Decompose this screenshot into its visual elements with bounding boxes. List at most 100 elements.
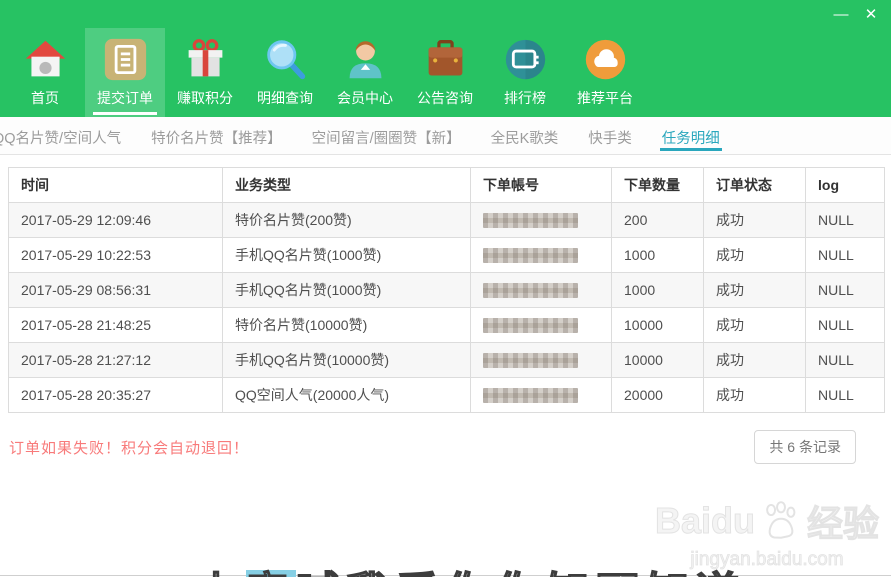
cell-quantity: 10000 [611,307,704,343]
content-area: 时间 业务类型 下单帳号 下单数量 订单状态 log 2017-05-29 12:09:4… [0,167,891,577]
tab-4[interactable]: 快手类 [588,131,632,147]
column-header: log [805,167,885,203]
table-row: 2017-05-28 20:35:27 QQ空间人气(20000人气) 20000 成… [8,377,885,413]
nav-item-cloud[interactable]: 推荐平台 [565,28,645,117]
table-row: 2017-05-29 12:09:46 特价名片赞(200赞) 200 成功 NULL [8,202,885,238]
cell-status: 成功 [703,377,806,413]
cell-type: 手机QQ名片赞(1000赞) [222,272,471,308]
nav-item-home[interactable]: 首页 [5,28,85,117]
tab-0[interactable]: QQ名片赞/空间人气 [0,131,122,147]
nav-item-label: 首页 [31,90,59,106]
nav-item-gift[interactable]: 赚取积分 [165,28,245,117]
divider-line [0,575,891,576]
cell-time: 2017-05-28 21:27:12 [8,342,223,378]
nav-item-label: 推荐平台 [577,90,633,106]
cell-quantity: 200 [611,202,704,238]
cell-quantity: 1000 [611,272,704,308]
cloud-icon [583,37,628,82]
cell-type: 特价名片赞(10000赞) [222,307,471,343]
gift-icon [183,37,228,82]
cell-log: NULL [805,272,885,308]
cell-time: 2017-05-29 12:09:46 [8,202,223,238]
table-body: 2017-05-29 12:09:46 特价名片赞(200赞) 200 成功 NULL 2… [8,202,885,413]
cell-status: 成功 [703,307,806,343]
watermark-brand: Baidu [654,500,755,542]
cell-log: NULL [805,307,885,343]
cell-account [470,342,612,378]
column-header: 业务类型 [222,167,471,203]
sub-nav: QQ名片赞/空间人气 特价名片赞【推荐】 空间留言/圈圈赞【新】 全民K歌类 快… [0,117,891,155]
column-header: 下单数量 [611,167,704,203]
cell-account [470,202,612,238]
table-header: 时间 业务类型 下单帳号 下单数量 订单状态 log [8,167,885,203]
masked-account-blur [483,212,578,228]
record-count-badge: 共 6 条记录 [754,430,856,464]
cell-quantity: 10000 [611,342,704,378]
cell-status: 成功 [703,202,806,238]
nav-item-magnifier[interactable]: 明细查询 [245,28,325,117]
briefcase-icon [423,37,468,82]
magnifier-icon [263,37,308,82]
cell-type: QQ空间人气(20000人气) [222,377,471,413]
cell-time: 2017-05-29 10:22:53 [8,237,223,273]
cell-account [470,237,612,273]
column-header: 下单帳号 [470,167,612,203]
tab-5[interactable]: 任务明细 [659,117,722,154]
cell-log: NULL [805,377,885,413]
minimize-button[interactable]: — [833,5,849,23]
refund-warning-text: 订单如果失败！积分会自动退回！ [9,439,250,457]
table-row: 2017-05-28 21:27:12 手机QQ名片赞(10000赞) 10000 成… [8,342,885,378]
table-row: 2017-05-29 10:22:53 手机QQ名片赞(1000赞) 1000 成功 N… [8,237,885,273]
titlebar: — ✕ [0,0,891,28]
cell-status: 成功 [703,237,806,273]
nav-item-label: 赚取积分 [177,90,233,106]
cell-log: NULL [805,237,885,273]
cell-account [470,272,612,308]
tab-3[interactable]: 全民K歌类 [490,131,559,147]
tab-1[interactable]: 特价名片赞【推荐】 [151,131,282,147]
table-header-row: 时间 业务类型 下单帳号 下单数量 订单状态 log [8,167,885,203]
table-row: 2017-05-29 08:56:31 手机QQ名片赞(1000赞) 1000 成功 N… [8,272,885,308]
cell-account [470,307,612,343]
nav-item-label: 会员中心 [337,90,393,106]
table-footer: 订单如果失败！积分会自动退回！ 共 6 条记录 [0,430,891,464]
cell-type: 手机QQ名片赞(1000赞) [222,237,471,273]
cell-time: 2017-05-29 08:56:31 [8,272,223,308]
cell-time: 2017-05-28 21:48:25 [8,307,223,343]
nav-item-order[interactable]: 提交订单 [85,28,165,117]
nav-item-label: 排行榜 [504,90,546,106]
masked-account-blur [483,247,578,263]
order-icon [103,37,148,82]
masked-account-blur [483,317,578,333]
main-nav: 首页 提交订单 赚取积分 明细查询 会员中心 公告咨询 排行榜 推荐平台 [0,28,891,117]
tab-2[interactable]: 空间留言/圈圈赞【新】 [311,131,461,147]
nav-item-label: 公告咨询 [417,90,473,106]
tv-icon [503,37,548,82]
cell-status: 成功 [703,342,806,378]
nav-item-tv[interactable]: 排行榜 [485,28,565,117]
cell-quantity: 20000 [611,377,704,413]
cell-status: 成功 [703,272,806,308]
cell-log: NULL [805,202,885,238]
cell-account [470,377,612,413]
orders-table: 时间 业务类型 下单帳号 下单数量 订单状态 log 2017-05-29 12:09:4… [8,167,885,413]
cell-log: NULL [805,342,885,378]
column-header: 订单状态 [703,167,806,203]
nav-item-label: 明细查询 [257,90,313,106]
baidu-jingyan-watermark: Baidu 经验 jingyan.baidu.com [647,495,887,571]
watermark-suffix: 经验 [806,503,880,545]
masked-account-blur [483,352,578,368]
nav-item-briefcase[interactable]: 公告咨询 [405,28,485,117]
column-header: 时间 [8,167,223,203]
cell-quantity: 1000 [611,237,704,273]
cell-type: 手机QQ名片赞(10000赞) [222,342,471,378]
cell-type: 特价名片赞(200赞) [222,202,471,238]
nav-item-member[interactable]: 会员中心 [325,28,405,117]
masked-account-blur [483,387,578,403]
watermark-url: jingyan.baidu.com [690,549,844,571]
nav-item-label: 提交订单 [97,90,153,106]
close-button[interactable]: ✕ [864,5,878,23]
table-row: 2017-05-28 21:48:25 特价名片赞(10000赞) 10000 成功 N… [8,307,885,343]
paw-icon [759,499,803,543]
active-underline [93,112,157,115]
